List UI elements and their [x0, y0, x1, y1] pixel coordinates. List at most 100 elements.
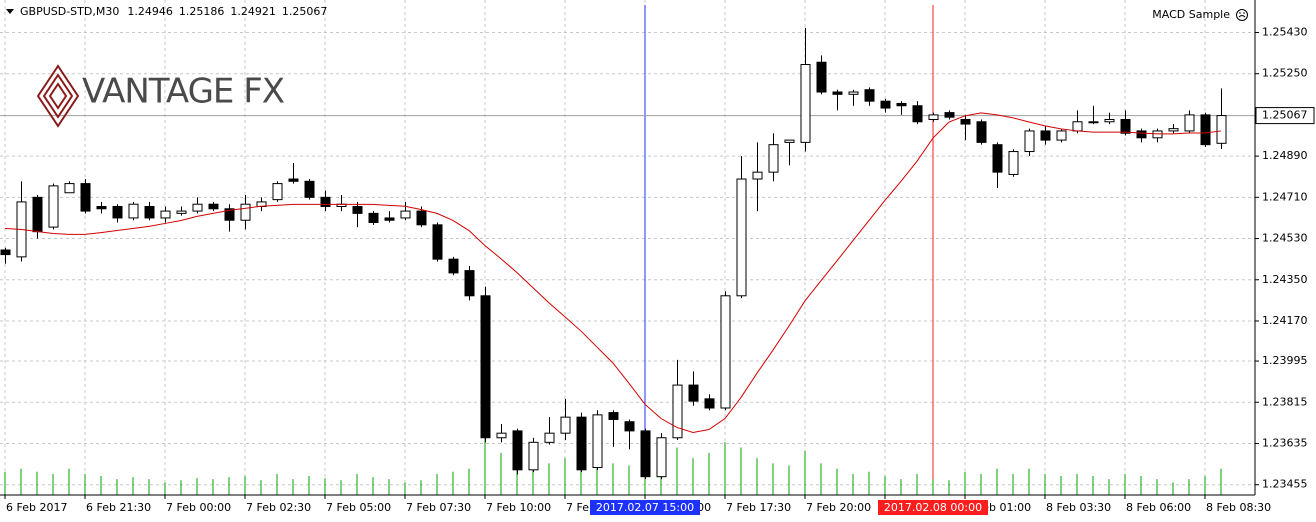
- candle-body: [240, 203, 251, 221]
- candle-body: [608, 412, 619, 420]
- candle-body: [800, 64, 811, 143]
- candle-body: [1184, 114, 1195, 132]
- candle-body: [416, 210, 427, 226]
- candle-body: [224, 208, 235, 221]
- candle-body: [736, 178, 747, 297]
- candle-body: [928, 114, 939, 120]
- indicator-name: MACD Sample: [1152, 8, 1230, 21]
- candle-body: [432, 224, 443, 260]
- x-tick-label: 6 Feb 2017: [6, 501, 67, 514]
- candle-body: [944, 112, 955, 118]
- y-tick-label: 1.24710: [1262, 190, 1308, 203]
- menu-arrow[interactable]: [6, 9, 14, 14]
- candle-body: [272, 183, 283, 201]
- candle-body: [1040, 130, 1051, 141]
- marker-label-box: [878, 500, 988, 515]
- candle-body: [48, 185, 59, 228]
- candle-body: [784, 139, 795, 143]
- expert-icon[interactable]: [1236, 9, 1248, 21]
- candle-body: [192, 203, 203, 212]
- open-value: 1.24946: [127, 5, 173, 18]
- moving-average: [4, 112, 1222, 434]
- header: GBPUSD-STD,M30 1.24946 1.25186 1.24921 1.250…: [20, 5, 327, 18]
- candle-body: [480, 295, 491, 439]
- marker-label: 2017.02.07 15:00: [596, 501, 694, 514]
- candle-body: [848, 91, 859, 95]
- bid-label: 1.25067: [1262, 109, 1308, 122]
- candle-body: [752, 171, 763, 180]
- y-tick-label: 1.24890: [1262, 149, 1308, 162]
- marker-label: 2017.02.08 00:00: [884, 501, 982, 514]
- candle-body: [672, 384, 683, 439]
- candle-body: [80, 183, 91, 212]
- candle-body: [128, 203, 139, 219]
- candle-body: [1088, 121, 1099, 124]
- candle-body: [1024, 130, 1035, 153]
- x-tick-label: 8 Feb 03:30: [1046, 501, 1111, 514]
- logo: VANTAGE FX: [36, 64, 286, 128]
- candle-body: [1136, 130, 1147, 139]
- candle-body: [208, 203, 219, 210]
- candle-body: [384, 217, 395, 221]
- x-tick-label: 7 Feb 02:30: [246, 501, 311, 514]
- candle-body: [576, 416, 587, 471]
- x-tick-label: 7 Feb 07:30: [406, 501, 471, 514]
- x-tick-label: 7 Feb 10:00: [486, 501, 551, 514]
- candle-body: [1216, 115, 1227, 144]
- candle-body: [896, 102, 907, 107]
- bid-label-box: [1255, 107, 1315, 125]
- close-value: 1.25067: [282, 5, 328, 18]
- brand: VANTAGE FX: [82, 72, 285, 112]
- candle-body: [1008, 151, 1019, 175]
- candle-body: [160, 210, 171, 219]
- candle-body: [528, 441, 539, 471]
- x-tick-label: 7 Feb 05:00: [326, 501, 391, 514]
- candle-body: [976, 121, 987, 143]
- y-tick-label: 1.23635: [1262, 436, 1308, 449]
- candle-body: [64, 183, 75, 194]
- x-tick-label: 8 Feb 06:00: [1126, 501, 1191, 514]
- candle-body: [880, 100, 891, 109]
- candle-body: [816, 61, 827, 93]
- candle-body: [32, 196, 43, 233]
- candle-body: [96, 205, 107, 210]
- candle-body: [768, 144, 779, 173]
- candle-body: [960, 118, 971, 125]
- candle-body: [1104, 118, 1115, 123]
- candle-body: [544, 432, 555, 443]
- candle-body: [304, 180, 315, 198]
- candle-body: [992, 144, 1003, 173]
- candle-body: [176, 210, 187, 214]
- candle-body: [832, 91, 843, 95]
- candle-body: [912, 105, 923, 123]
- x-tick-label: 7 Feb 20:00: [806, 501, 871, 514]
- candle-body: [0, 249, 11, 256]
- x-tick-label: 6 Feb 21:30: [86, 501, 151, 514]
- candle-body: [720, 295, 731, 409]
- marker-label-box: [590, 500, 700, 515]
- x-tick-label: 7 Feb 00:00: [166, 501, 231, 514]
- candle-body: [400, 210, 411, 219]
- candle-body: [1072, 121, 1083, 132]
- candle-body: [144, 205, 155, 219]
- x-tick-label: 8 Feb 08:30: [1206, 501, 1271, 514]
- candle-body: [592, 414, 603, 469]
- y-tick-label: 1.23815: [1262, 395, 1308, 408]
- high-value: 1.25186: [179, 5, 225, 18]
- y-tick-label: 1.23455: [1262, 478, 1308, 491]
- candle-body: [288, 178, 299, 182]
- candle-body: [656, 437, 667, 478]
- candle-body: [1120, 118, 1131, 134]
- symbol: GBPUSD-STD,M30: [20, 5, 119, 18]
- y-tick-label: 1.24350: [1262, 273, 1308, 286]
- y-tick-label: 1.24530: [1262, 232, 1308, 245]
- candle-body: [352, 205, 363, 214]
- candle-body: [1168, 128, 1179, 132]
- candle-body: [368, 212, 379, 224]
- candle-body: [512, 430, 523, 471]
- candle-body: [864, 89, 875, 102]
- candle-body: [320, 196, 331, 207]
